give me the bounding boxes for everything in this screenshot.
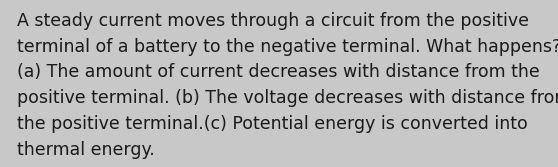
Text: (a) The amount of current decreases with distance from the: (a) The amount of current decreases with… — [17, 63, 540, 81]
Text: positive terminal. (b) The voltage decreases with distance from: positive terminal. (b) The voltage decre… — [17, 89, 558, 107]
Text: thermal energy.: thermal energy. — [17, 141, 155, 159]
Text: terminal of a battery to the negative terminal. What happens?: terminal of a battery to the negative te… — [17, 38, 558, 56]
Text: A steady current moves through a circuit from the positive: A steady current moves through a circuit… — [17, 12, 529, 30]
Text: the positive terminal.(c) Potential energy is converted into: the positive terminal.(c) Potential ener… — [17, 115, 527, 133]
